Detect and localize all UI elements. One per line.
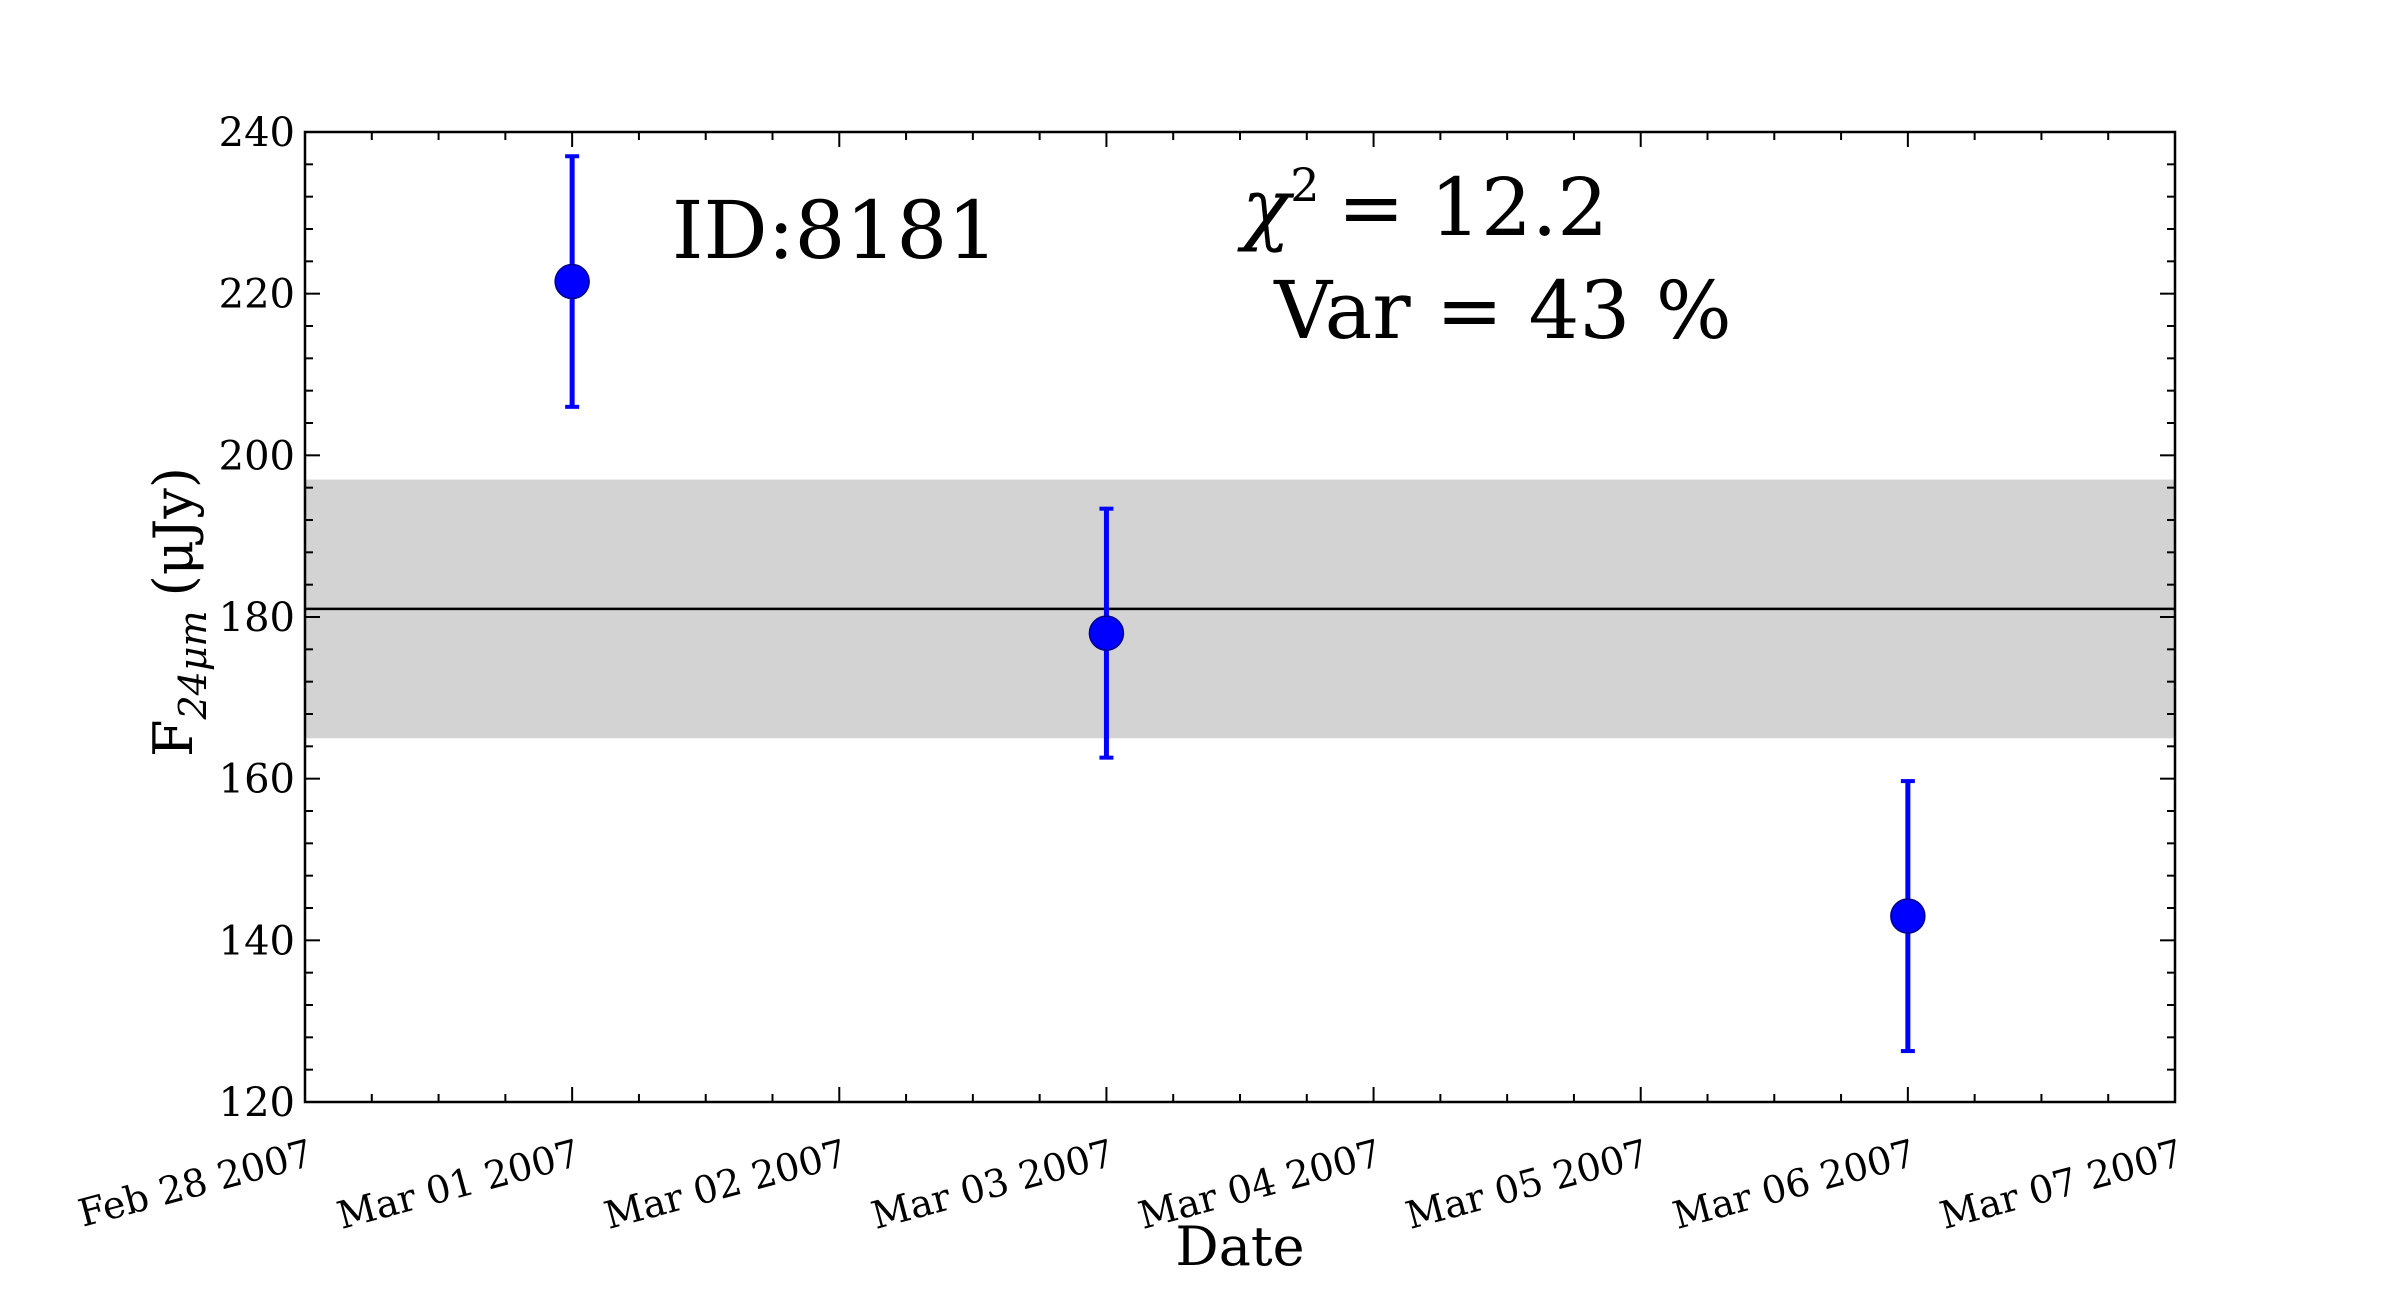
y-tick-label: 140 <box>219 918 295 964</box>
chi-squared-symbol: χ <box>1237 161 1295 254</box>
chi-squared-label: χ2 = 12.2 <box>1237 158 1608 254</box>
x-axis-title: Date <box>1175 1215 1304 1278</box>
x-tick-label: Mar 01 2007 <box>332 1131 584 1238</box>
x-tick-label: Mar 06 2007 <box>1668 1131 1920 1238</box>
y-tick-label: 220 <box>219 272 295 318</box>
y-tick-label: 200 <box>219 433 295 479</box>
chi-squared-value: = 12.2 <box>1338 161 1609 254</box>
y-tick-labels: 120 140 160 180 200 220 240 <box>219 110 295 1126</box>
chi-squared-exponent: 2 <box>1290 158 1319 212</box>
data-point <box>1088 615 1125 651</box>
y-axis-title-subscript: 24μm <box>171 610 215 720</box>
data-point <box>554 263 590 300</box>
x-tick-label: Feb 28 2007 <box>74 1131 318 1236</box>
y-tick-label: 240 <box>219 110 295 156</box>
y-tick-label: 120 <box>219 1080 295 1126</box>
y-axis-title: F24μm (μJy) <box>142 467 215 757</box>
y-tick-label: 160 <box>219 757 295 803</box>
x-tick-label: Mar 05 2007 <box>1401 1131 1653 1238</box>
data-points-group <box>554 154 1926 1054</box>
y-tick-label: 180 <box>219 595 295 641</box>
y-axis-title-unit: (μJy) <box>142 467 205 596</box>
data-point <box>1890 898 1926 934</box>
x-tick-labels: Feb 28 2007 Mar 01 2007 Mar 02 2007 Mar 03 … <box>74 1131 2188 1238</box>
tick-marks-group <box>304 131 2176 1103</box>
x-tick-label: Mar 03 2007 <box>867 1131 1119 1238</box>
x-tick-label: Mar 02 2007 <box>600 1131 852 1238</box>
x-tick-label: Mar 07 2007 <box>1935 1131 2187 1238</box>
y-axis-title-prefix: F <box>142 720 205 757</box>
variability-label: Var = 43 % <box>1273 264 1732 357</box>
source-id-label: ID:8181 <box>672 184 998 277</box>
